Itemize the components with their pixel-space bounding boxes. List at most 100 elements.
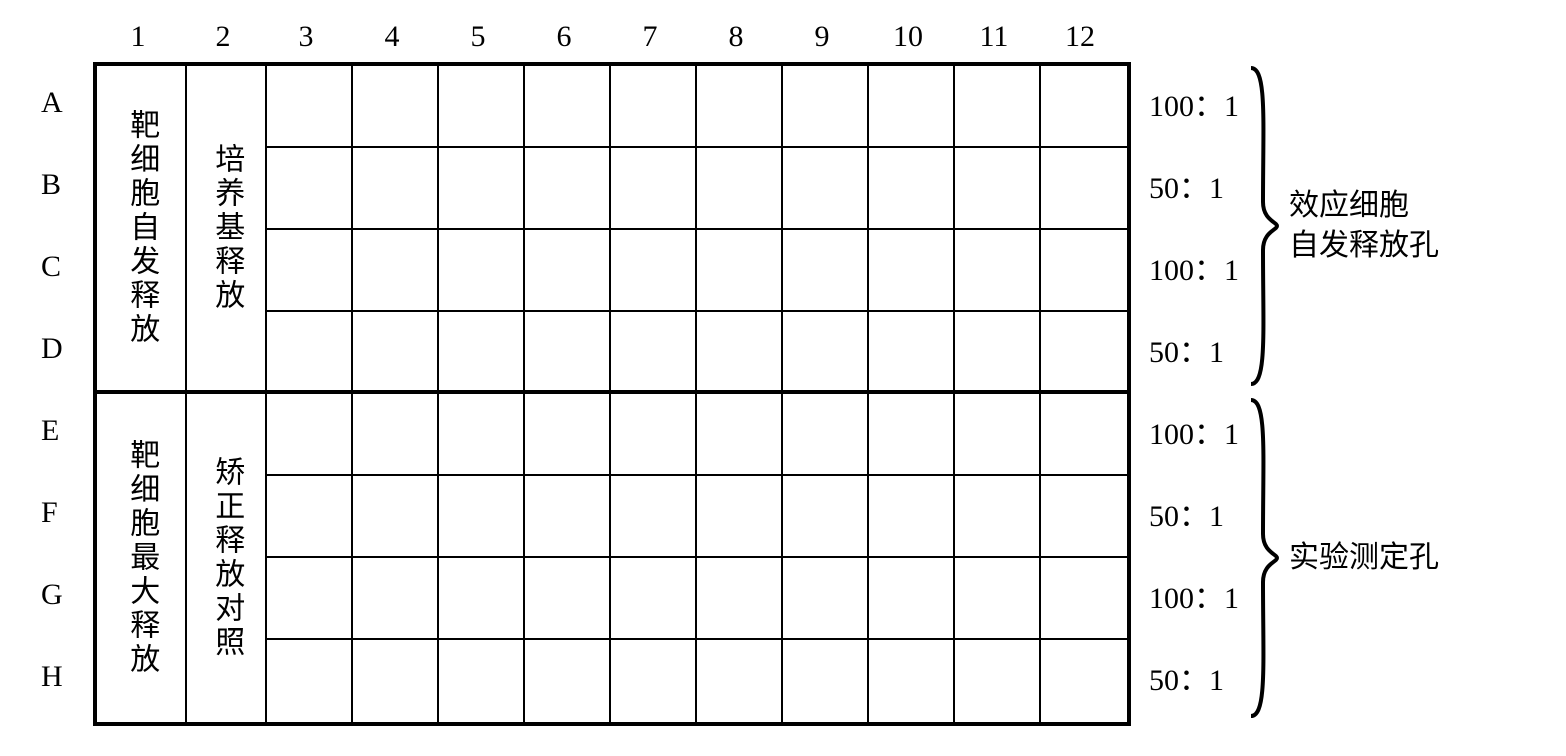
well-A11	[955, 66, 1041, 148]
plate-layout-diagram: 1 2 3 4 5 6 7 8 9 10 11 12 A B C D E F G…	[33, 20, 1533, 726]
well-C11	[955, 230, 1041, 312]
well-F9	[783, 476, 869, 558]
brace-top-label: 效应细胞 自发释放孔	[1289, 186, 1439, 267]
well-A4	[353, 66, 439, 148]
ratio-A: 100：1	[1149, 62, 1239, 144]
col1-bot-label: 靶细胞最大释放	[124, 439, 159, 677]
row-header-G: G	[33, 554, 93, 636]
well-C5	[439, 230, 525, 312]
well-B7	[611, 148, 697, 230]
well-E6	[525, 394, 611, 476]
well-E5	[439, 394, 525, 476]
cell-col1-top: 靶细胞自发释放	[97, 66, 187, 394]
brace-bot-label: 实验测定孔	[1289, 538, 1439, 579]
ratio-H: 50：1	[1149, 636, 1239, 718]
col1-top-label: 靶细胞自发释放	[124, 109, 159, 347]
well-C10	[869, 230, 955, 312]
brace-icon	[1247, 394, 1281, 722]
well-A10	[869, 66, 955, 148]
well-G9	[783, 558, 869, 640]
well-E9	[783, 394, 869, 476]
col-header-2: 2	[183, 20, 263, 54]
well-G4	[353, 558, 439, 640]
col-header-12: 12	[1037, 20, 1123, 54]
well-B9	[783, 148, 869, 230]
well-D12	[1041, 312, 1127, 394]
col-header-5: 5	[435, 20, 521, 54]
row-header-D: D	[33, 308, 93, 390]
well-H3	[267, 640, 353, 722]
well-B12	[1041, 148, 1127, 230]
well-H9	[783, 640, 869, 722]
well-F4	[353, 476, 439, 558]
well-E12	[1041, 394, 1127, 476]
row-header-F: F	[33, 472, 93, 554]
well-D5	[439, 312, 525, 394]
well-C6	[525, 230, 611, 312]
well-D9	[783, 312, 869, 394]
well-B10	[869, 148, 955, 230]
well-A5	[439, 66, 525, 148]
col-header-11: 11	[951, 20, 1037, 54]
well-D8	[697, 312, 783, 394]
well-B8	[697, 148, 783, 230]
well-H12	[1041, 640, 1127, 722]
well-G6	[525, 558, 611, 640]
well-H6	[525, 640, 611, 722]
well-plate-grid: 靶细胞自发释放 培养基释放	[93, 62, 1131, 726]
row-headers: A B C D E F G H	[33, 62, 93, 718]
well-A3	[267, 66, 353, 148]
ratio-E: 100：1	[1149, 390, 1239, 472]
well-A6	[525, 66, 611, 148]
well-C3	[267, 230, 353, 312]
well-A9	[783, 66, 869, 148]
ratio-labels: 100：1 50：1 100：1 50：1 100：1 50：1 100：1 5…	[1149, 62, 1239, 718]
well-B6	[525, 148, 611, 230]
well-H7	[611, 640, 697, 722]
row-header-A: A	[33, 62, 93, 144]
well-C4	[353, 230, 439, 312]
col-header-6: 6	[521, 20, 607, 54]
row-header-C: C	[33, 226, 93, 308]
well-F5	[439, 476, 525, 558]
well-A12	[1041, 66, 1127, 148]
column-headers: 1 2 3 4 5 6 7 8 9 10 11 12	[93, 20, 1533, 54]
cell-col1-bot: 靶细胞最大释放	[97, 394, 187, 722]
col-header-3: 3	[263, 20, 349, 54]
well-E7	[611, 394, 697, 476]
well-C9	[783, 230, 869, 312]
brace-bot: 实验测定孔	[1247, 394, 1439, 722]
well-F7	[611, 476, 697, 558]
well-H8	[697, 640, 783, 722]
ratio-D: 50：1	[1149, 308, 1239, 390]
well-D7	[611, 312, 697, 394]
well-E3	[267, 394, 353, 476]
col-header-9: 9	[779, 20, 865, 54]
ratio-C: 100：1	[1149, 226, 1239, 308]
cell-col2-top: 培养基释放	[187, 66, 267, 394]
well-E8	[697, 394, 783, 476]
brace-icon	[1247, 62, 1281, 390]
well-A7	[611, 66, 697, 148]
col2-top-label: 培养基释放	[209, 143, 244, 313]
well-G5	[439, 558, 525, 640]
well-F12	[1041, 476, 1127, 558]
grid-row-E: 靶细胞最大释放 矫正释放对照	[97, 394, 1127, 722]
col-header-10: 10	[865, 20, 951, 54]
well-H10	[869, 640, 955, 722]
col-header-1: 1	[93, 20, 183, 54]
well-F6	[525, 476, 611, 558]
cell-col2-bot: 矫正释放对照	[187, 394, 267, 722]
ratio-B: 50：1	[1149, 144, 1239, 226]
well-D4	[353, 312, 439, 394]
row-header-B: B	[33, 144, 93, 226]
well-B11	[955, 148, 1041, 230]
well-C8	[697, 230, 783, 312]
col-header-7: 7	[607, 20, 693, 54]
well-B3	[267, 148, 353, 230]
well-H4	[353, 640, 439, 722]
well-C12	[1041, 230, 1127, 312]
well-F3	[267, 476, 353, 558]
well-G7	[611, 558, 697, 640]
well-E11	[955, 394, 1041, 476]
